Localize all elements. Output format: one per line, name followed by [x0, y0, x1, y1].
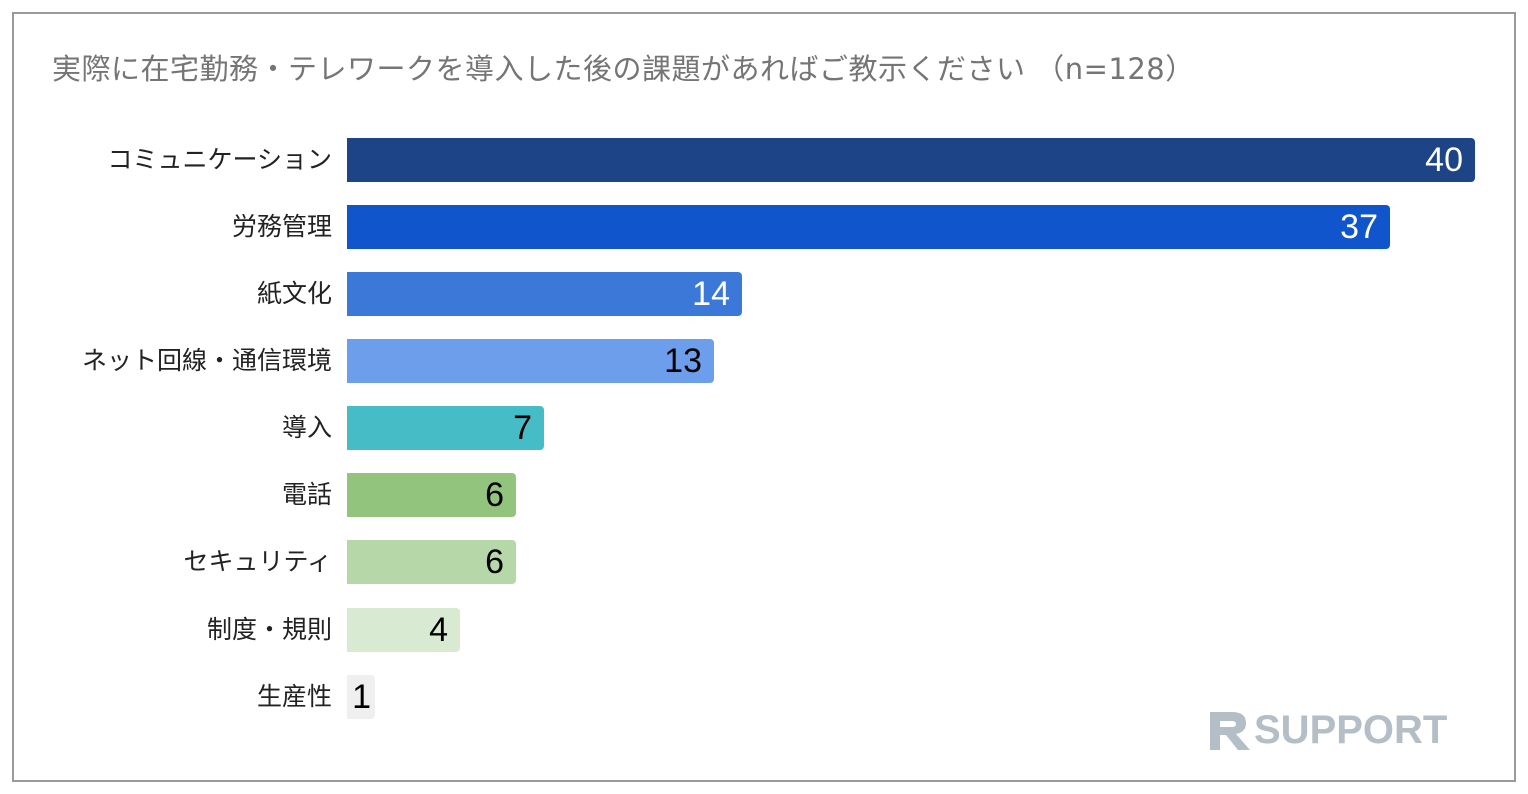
bar-row: 電話 6	[0, 473, 1528, 517]
value-label: 4	[429, 611, 448, 649]
category-label: ネット回線・通信環境	[81, 346, 332, 375]
category-label: 制度・規則	[206, 615, 332, 644]
category-label: コミュニケーション	[107, 145, 332, 174]
bar-row: ネット回線・通信環境 13	[0, 339, 1528, 383]
logo-text: SUPPORT	[1254, 707, 1448, 752]
value-label: 6	[485, 543, 504, 581]
value-label: 6	[485, 476, 504, 514]
bar-row: 導入 7	[0, 406, 1528, 450]
bar-row: セキュリティ 6	[0, 540, 1528, 584]
value-label: 14	[692, 275, 730, 313]
chart-frame	[12, 12, 1516, 782]
category-label: 電話	[281, 480, 332, 509]
bar-row: 労務管理 37	[0, 205, 1528, 249]
bar: 6	[347, 540, 516, 584]
value-label: 7	[513, 409, 532, 447]
category-label: 紙文化	[256, 279, 332, 308]
value-label: 1	[352, 678, 371, 716]
bar: 40	[347, 138, 1475, 182]
rsupport-r-logo-icon	[1210, 712, 1250, 750]
value-label: 40	[1425, 141, 1463, 179]
bar: 1	[347, 675, 375, 719]
rsupport-logo: SUPPORT	[1208, 706, 1447, 754]
bar: 6	[347, 473, 516, 517]
bar-row: 生産性 1	[0, 675, 1528, 719]
value-label: 13	[664, 342, 702, 380]
value-label: 37	[1340, 208, 1378, 246]
bar: 14	[347, 272, 742, 316]
bar-row: 制度・規則 4	[0, 608, 1528, 652]
category-label: 導入	[281, 413, 332, 442]
bar-row: 紙文化 14	[0, 272, 1528, 316]
category-label: 労務管理	[231, 212, 332, 241]
bar-row: コミュニケーション 40	[0, 138, 1528, 182]
category-label: セキュリティ	[183, 547, 332, 576]
bar: 4	[347, 608, 460, 652]
chart-title: 実際に在宅勤務・テレワークを導入した後の課題があればご教示ください （n=128…	[52, 52, 1195, 86]
bar: 37	[347, 205, 1390, 249]
bar: 13	[347, 339, 714, 383]
bar: 7	[347, 406, 544, 450]
category-label: 生産性	[256, 682, 332, 711]
